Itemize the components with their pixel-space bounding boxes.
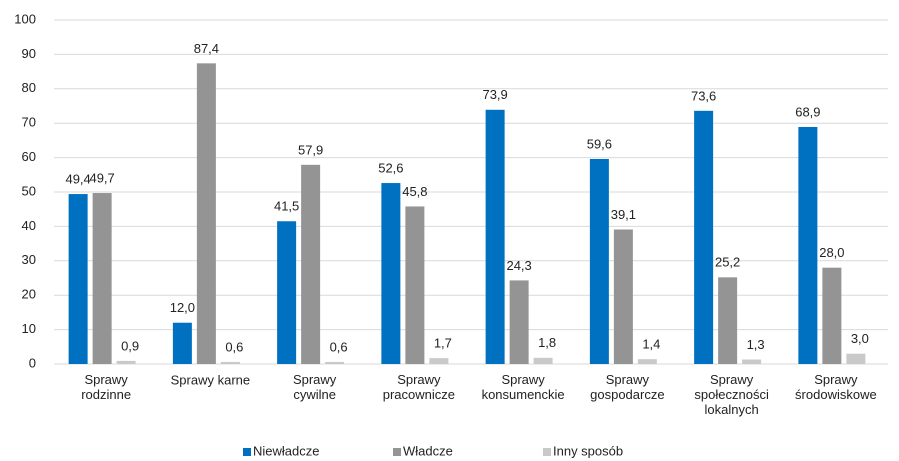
legend-label: Niewładcze <box>253 443 319 458</box>
y-tick-label: 10 <box>22 321 36 336</box>
value-label: 45,8 <box>402 184 427 199</box>
bar <box>485 109 505 364</box>
value-label: 49,7 <box>89 170 114 185</box>
x-tick-label: Sprawy środowiskowe <box>795 372 877 402</box>
x-tick-label: Sprawy pracownicze <box>383 372 455 402</box>
value-label: 73,6 <box>691 88 716 103</box>
y-tick-label: 70 <box>22 115 36 130</box>
legend-swatch <box>243 448 251 456</box>
bar <box>277 221 297 364</box>
value-label: 41,5 <box>274 199 299 214</box>
legend-label: Inny sposób <box>553 443 623 458</box>
value-label: 87,4 <box>194 41 219 56</box>
bar <box>68 194 88 364</box>
bar <box>742 359 762 364</box>
y-tick-label: 20 <box>22 287 36 302</box>
bar <box>637 359 657 364</box>
bar <box>381 183 401 364</box>
value-label: 49,4 <box>65 172 90 187</box>
value-label: 12,0 <box>170 300 195 315</box>
y-tick-label: 80 <box>22 80 36 95</box>
value-label: 0,6 <box>330 339 348 354</box>
y-tick-label: 100 <box>14 11 36 26</box>
legend-swatch <box>543 448 551 456</box>
legend-label: Władcze <box>403 443 453 458</box>
bar <box>429 358 449 364</box>
legend-swatch <box>393 448 401 456</box>
bar <box>196 63 216 365</box>
value-label: 73,9 <box>482 87 507 102</box>
value-label: 0,9 <box>121 338 139 353</box>
bar <box>822 267 842 364</box>
value-label: 68,9 <box>795 104 820 119</box>
x-tick-label: Sprawy cywilne <box>293 372 337 402</box>
bar <box>509 280 529 364</box>
value-label: 1,4 <box>642 337 660 352</box>
y-tick-label: 40 <box>22 218 36 233</box>
y-tick-label: 50 <box>22 183 36 198</box>
bar <box>325 361 345 364</box>
bar <box>718 277 738 364</box>
value-label: 1,7 <box>434 336 452 351</box>
bar <box>405 206 425 364</box>
bar <box>172 322 192 364</box>
value-label: 1,8 <box>538 335 556 350</box>
bar <box>533 357 553 364</box>
x-tick-label: Sprawy gospodarcze <box>590 372 664 402</box>
value-label: 0,6 <box>225 339 243 354</box>
x-tick-label: Sprawy społeczności lokalnych <box>694 372 769 417</box>
y-tick-label: 90 <box>22 46 36 61</box>
bar <box>798 126 818 364</box>
value-label: 59,6 <box>587 136 612 151</box>
value-label: 3,0 <box>851 331 869 346</box>
bar <box>92 193 112 364</box>
x-tick-label: Sprawy konsumenckie <box>482 372 565 402</box>
bar <box>694 110 714 364</box>
value-label: 39,1 <box>611 207 636 222</box>
bar <box>846 353 866 364</box>
value-label: 57,9 <box>298 142 323 157</box>
x-tick-label: Sprawy rodzinne <box>81 372 131 402</box>
value-label: 1,3 <box>747 337 765 352</box>
value-label: 24,3 <box>506 258 531 273</box>
y-tick-label: 60 <box>22 149 36 164</box>
bar <box>220 361 240 364</box>
bar <box>589 158 609 364</box>
x-tick-label: Sprawy karne <box>171 372 250 387</box>
value-label: 25,2 <box>715 255 740 270</box>
value-label: 52,6 <box>378 160 403 175</box>
bar <box>116 360 136 364</box>
y-tick-label: 30 <box>22 252 36 267</box>
value-label: 28,0 <box>819 245 844 260</box>
bar <box>613 229 633 364</box>
y-tick-label: 0 <box>29 355 36 370</box>
bar <box>301 164 321 364</box>
